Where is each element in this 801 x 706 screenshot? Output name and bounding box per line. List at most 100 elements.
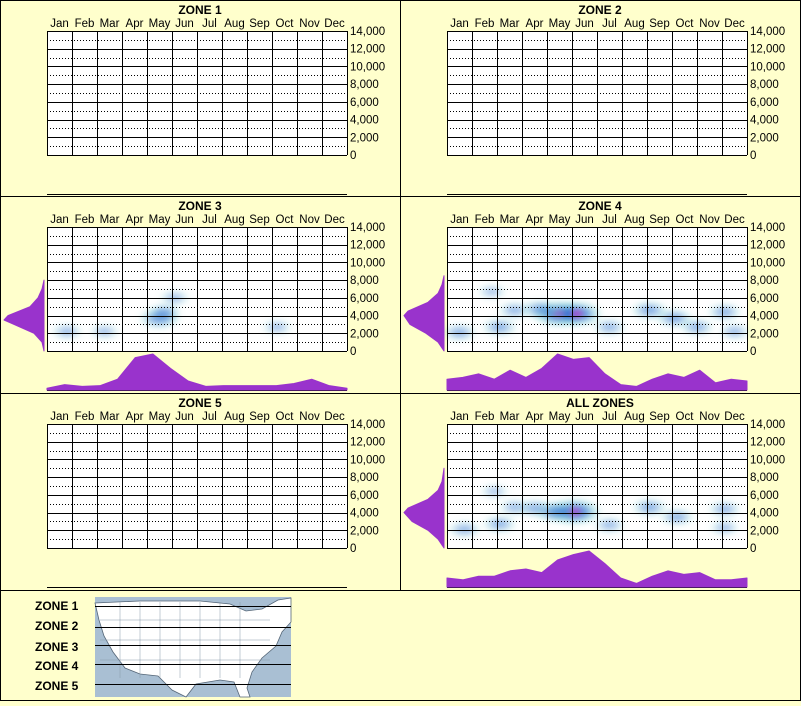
heat-blob <box>481 514 518 534</box>
month-tick-label: Jan <box>50 411 69 423</box>
month-tick-label: Sep <box>649 214 669 226</box>
y-tick-label: 14,000 <box>350 26 385 38</box>
month-tick-label: Jun <box>175 214 194 226</box>
zone-legend-label: ZONE 5 <box>35 679 79 693</box>
elevation-density <box>3 279 45 352</box>
y-tick-label: 8,000 <box>350 275 379 287</box>
y-tick-label: 0 <box>350 543 356 555</box>
month-tick-label: Dec <box>724 411 745 423</box>
panel-title: ALL ZONES <box>566 396 634 410</box>
month-tick-label: Aug <box>624 214 644 226</box>
month-tick-label: Feb <box>75 214 95 226</box>
y-tick-label: 8,000 <box>350 79 379 91</box>
heat-peak <box>569 308 585 319</box>
map-land <box>94 597 292 698</box>
zone-legend-label: ZONE 2 <box>35 619 79 633</box>
month-tick-label: Nov <box>299 18 320 30</box>
y-tick-label: 2,000 <box>750 328 779 340</box>
y-tick-label: 12,000 <box>750 240 785 252</box>
month-tick-label: Apr <box>126 214 144 226</box>
month-tick-label: Apr <box>526 18 544 30</box>
month-tick-label: May <box>549 214 571 226</box>
month-tick-label: Sep <box>649 411 669 423</box>
month-tick-label: Dec <box>324 214 345 226</box>
y-tick-label: 10,000 <box>750 61 785 73</box>
heat-blob <box>592 317 627 337</box>
month-tick-label: Jun <box>175 18 194 30</box>
month-tick-label: Mar <box>100 214 120 226</box>
grid <box>47 227 348 352</box>
heat-blob <box>158 288 191 307</box>
y-tick-label: 0 <box>750 543 756 555</box>
heat-layer <box>441 283 752 343</box>
zone-panel: ALL ZONES Jan Feb Mar Apr May Jun Jul Aug Sep Oct N… <box>403 396 785 588</box>
month-tick-label: Jun <box>575 411 594 423</box>
y-tick-label: 4,000 <box>350 311 379 323</box>
y-tick-label: 8,000 <box>750 79 779 91</box>
y-tick-label: 2,000 <box>750 132 779 144</box>
month-tick-label: Jul <box>202 18 217 30</box>
month-tick-label: Jan <box>450 18 469 30</box>
grid <box>447 31 748 156</box>
month-tick-label: Dec <box>724 18 745 30</box>
month-tick-label: Jun <box>575 18 594 30</box>
month-tick-label: May <box>149 18 171 30</box>
zone-legend-label: ZONE 1 <box>35 599 79 613</box>
month-tick-label: Jul <box>602 214 617 226</box>
month-tick-label: Feb <box>475 411 495 423</box>
y-tick-label: 14,000 <box>750 419 785 431</box>
month-tick-label: Mar <box>500 411 520 423</box>
zone-legend-label: ZONE 4 <box>35 659 79 673</box>
y-tick-label: 10,000 <box>750 257 785 269</box>
month-tick-label: Sep <box>249 18 269 30</box>
month-tick-label: Apr <box>126 18 144 30</box>
y-tick-label: 12,000 <box>750 44 785 56</box>
zone-panel: ZONE 2 Jan Feb Mar Apr May Jun Jul Aug Sep Oct Nov D… <box>447 3 785 195</box>
heat-blob <box>50 322 84 341</box>
month-tick-label: Oct <box>276 214 295 226</box>
heat-blob <box>480 316 519 338</box>
heat-blob <box>479 482 510 500</box>
month-tick-label: Dec <box>324 411 345 423</box>
month-tick-label: Apr <box>526 411 544 423</box>
y-tick-label: 12,000 <box>350 437 385 449</box>
month-tick-label: Oct <box>676 214 695 226</box>
month-tick-label: Feb <box>75 18 95 30</box>
month-tick-label: Sep <box>649 18 669 30</box>
season-density <box>446 550 748 588</box>
grid <box>447 424 748 549</box>
zone-map <box>94 597 292 698</box>
y-tick-label: 0 <box>750 346 756 358</box>
heat-blob <box>706 302 743 322</box>
season-density <box>46 353 348 391</box>
y-tick-label: 0 <box>750 150 756 162</box>
month-tick-label: Jan <box>50 214 69 226</box>
y-tick-label: 10,000 <box>750 454 785 466</box>
y-tick-label: 4,000 <box>350 115 379 127</box>
y-tick-label: 12,000 <box>750 437 785 449</box>
panel-title: ZONE 4 <box>578 199 622 213</box>
y-tick-label: 10,000 <box>350 257 385 269</box>
elevation-density <box>403 467 445 549</box>
elevation-density <box>403 275 445 352</box>
month-tick-label: Jan <box>50 18 69 30</box>
heat-layer <box>447 482 742 539</box>
month-tick-label: Nov <box>699 18 720 30</box>
y-tick-label: 6,000 <box>750 293 779 305</box>
y-tick-label: 10,000 <box>350 61 385 73</box>
month-tick-label: May <box>149 411 171 423</box>
month-tick-label: Aug <box>224 214 244 226</box>
month-tick-label: Mar <box>100 18 120 30</box>
y-tick-label: 8,000 <box>750 472 779 484</box>
month-tick-label: Aug <box>624 18 644 30</box>
grid <box>47 424 348 549</box>
month-tick-label: Sep <box>249 214 269 226</box>
month-tick-label: Jun <box>175 411 194 423</box>
heat-blob <box>497 300 532 320</box>
y-tick-label: 6,000 <box>750 490 779 502</box>
month-tick-label: Aug <box>224 18 244 30</box>
state-borders <box>100 602 270 678</box>
y-tick-label: 2,000 <box>750 525 779 537</box>
zone-panel: ZONE 1 Jan Feb Mar Apr May Jun Jul Aug Sep Oct Nov D… <box>47 3 385 195</box>
